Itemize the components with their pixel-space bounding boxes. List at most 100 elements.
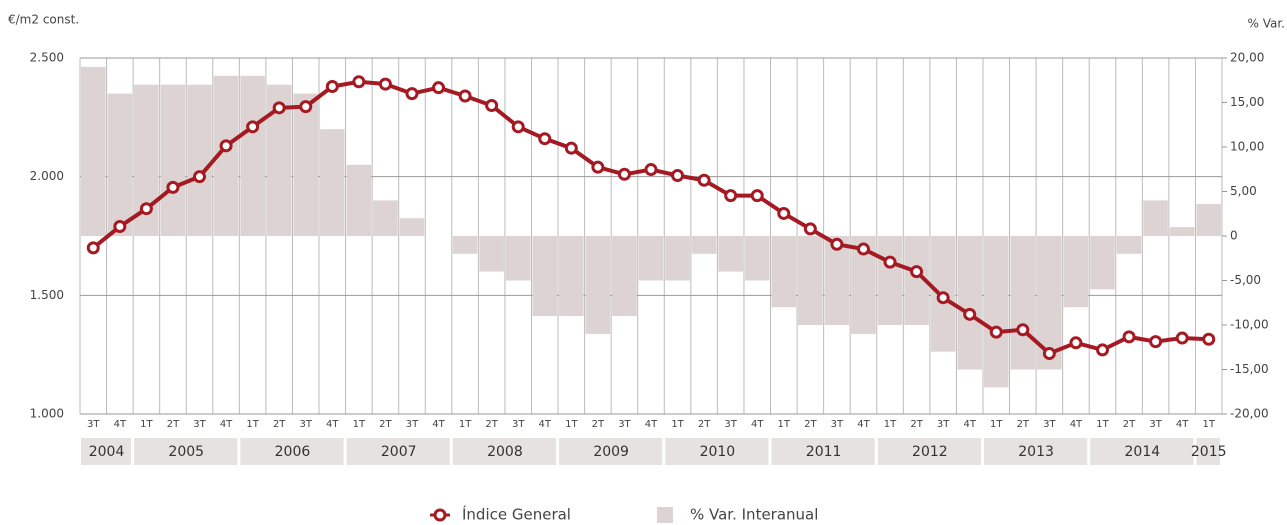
y2-axis-title: % Var. <box>1248 17 1286 31</box>
y2-tick-label: -10,00 <box>1230 318 1269 332</box>
legend-label: % Var. Interanual <box>690 506 818 524</box>
point <box>299 100 313 114</box>
x-tick-label: 3T <box>87 419 100 430</box>
x-tick-label: 1T <box>565 419 578 430</box>
bar <box>452 236 478 254</box>
x-tick-label: 2T <box>273 419 286 430</box>
year-label: 2010 <box>700 444 736 460</box>
x-tick-label: 2T <box>1123 419 1136 430</box>
point <box>671 168 685 182</box>
bar <box>744 236 770 281</box>
bar <box>1143 200 1168 236</box>
x-tick-label: 3T <box>618 419 631 430</box>
x-tick-label: 3T <box>1043 419 1056 430</box>
year-label: 2004 <box>89 444 125 460</box>
x-tick-label: 3T <box>300 419 313 430</box>
point <box>432 81 446 95</box>
year-box <box>240 438 344 465</box>
y-tick-label: 1.000 <box>30 407 64 421</box>
legend-label: Índice General <box>462 505 571 524</box>
x-tick-label: 1T <box>884 419 897 430</box>
x-tick-label: 3T <box>937 419 950 430</box>
point <box>883 255 897 269</box>
point <box>272 101 286 115</box>
x-tick-label: 4T <box>432 419 445 430</box>
bar <box>479 236 504 272</box>
point <box>644 163 658 177</box>
bar <box>81 66 106 237</box>
point <box>113 220 127 234</box>
point <box>219 139 233 153</box>
x-tick-label: 4T <box>539 419 552 430</box>
x-tick-label: 1T <box>1202 419 1215 430</box>
y2-tick-label: 0 <box>1230 229 1238 243</box>
year-label: 2013 <box>1018 444 1054 460</box>
bar <box>1010 236 1036 370</box>
point <box>777 206 791 220</box>
bar <box>1169 227 1195 236</box>
bar <box>293 93 319 236</box>
point <box>1202 332 1216 346</box>
y2-tick-label: -20,00 <box>1230 407 1269 421</box>
year-box <box>346 438 450 465</box>
point <box>1042 346 1056 360</box>
bar <box>559 236 584 317</box>
x-tick-label: 2T <box>592 419 605 430</box>
legend-marker <box>433 508 447 522</box>
year-label: 2014 <box>1125 444 1161 460</box>
x-tick-label: 3T <box>512 419 525 430</box>
point <box>1122 330 1136 344</box>
x-tick-label: 4T <box>751 419 764 430</box>
x-tick-label: 4T <box>326 419 339 430</box>
point <box>856 242 870 256</box>
point <box>564 141 578 155</box>
x-tick-label: 2T <box>1017 419 1030 430</box>
year-label: 2008 <box>487 444 523 460</box>
x-tick-label: 1T <box>990 419 1003 430</box>
point <box>352 75 366 89</box>
x-tick-label: 4T <box>1070 419 1083 430</box>
bar <box>983 236 1009 388</box>
point <box>697 173 711 187</box>
point <box>139 202 153 216</box>
year-label: 2006 <box>275 444 311 460</box>
x-tick-label: 2T <box>485 419 498 430</box>
x-tick-label: 3T <box>724 419 737 430</box>
point <box>378 77 392 91</box>
point <box>963 307 977 321</box>
point <box>1149 335 1163 349</box>
y2-tick-label: 15,00 <box>1230 95 1264 109</box>
x-tick-label: 3T <box>406 419 419 430</box>
bar <box>691 236 717 254</box>
x-tick-label: 2T <box>698 419 711 430</box>
x-tick-label: 1T <box>778 419 791 430</box>
x-tick-label: 2T <box>804 419 817 430</box>
year-box <box>134 438 238 465</box>
point <box>193 170 207 184</box>
point <box>1069 336 1083 350</box>
bar <box>373 200 398 236</box>
x-tick-label: 3T <box>1149 419 1162 430</box>
point <box>750 189 764 203</box>
year-box <box>452 438 557 465</box>
bar <box>160 84 186 236</box>
bar <box>399 218 425 236</box>
point <box>405 87 419 101</box>
year-label: 2007 <box>381 444 417 460</box>
point <box>803 222 817 236</box>
year-label: 2012 <box>912 444 948 460</box>
year-box <box>81 438 132 465</box>
y-tick-label: 2.000 <box>30 169 64 183</box>
y-tick-label: 1.500 <box>30 288 64 302</box>
point <box>538 132 552 146</box>
year-box <box>771 438 875 465</box>
year-label: 2005 <box>168 444 204 460</box>
y2-tick-label: 10,00 <box>1230 140 1264 154</box>
year-box <box>877 438 981 465</box>
point <box>325 79 339 93</box>
bar <box>1090 236 1115 290</box>
y-axis-title: €/m2 const. <box>8 13 79 27</box>
year-box <box>665 438 769 465</box>
bar <box>505 236 531 281</box>
bar <box>240 75 265 236</box>
